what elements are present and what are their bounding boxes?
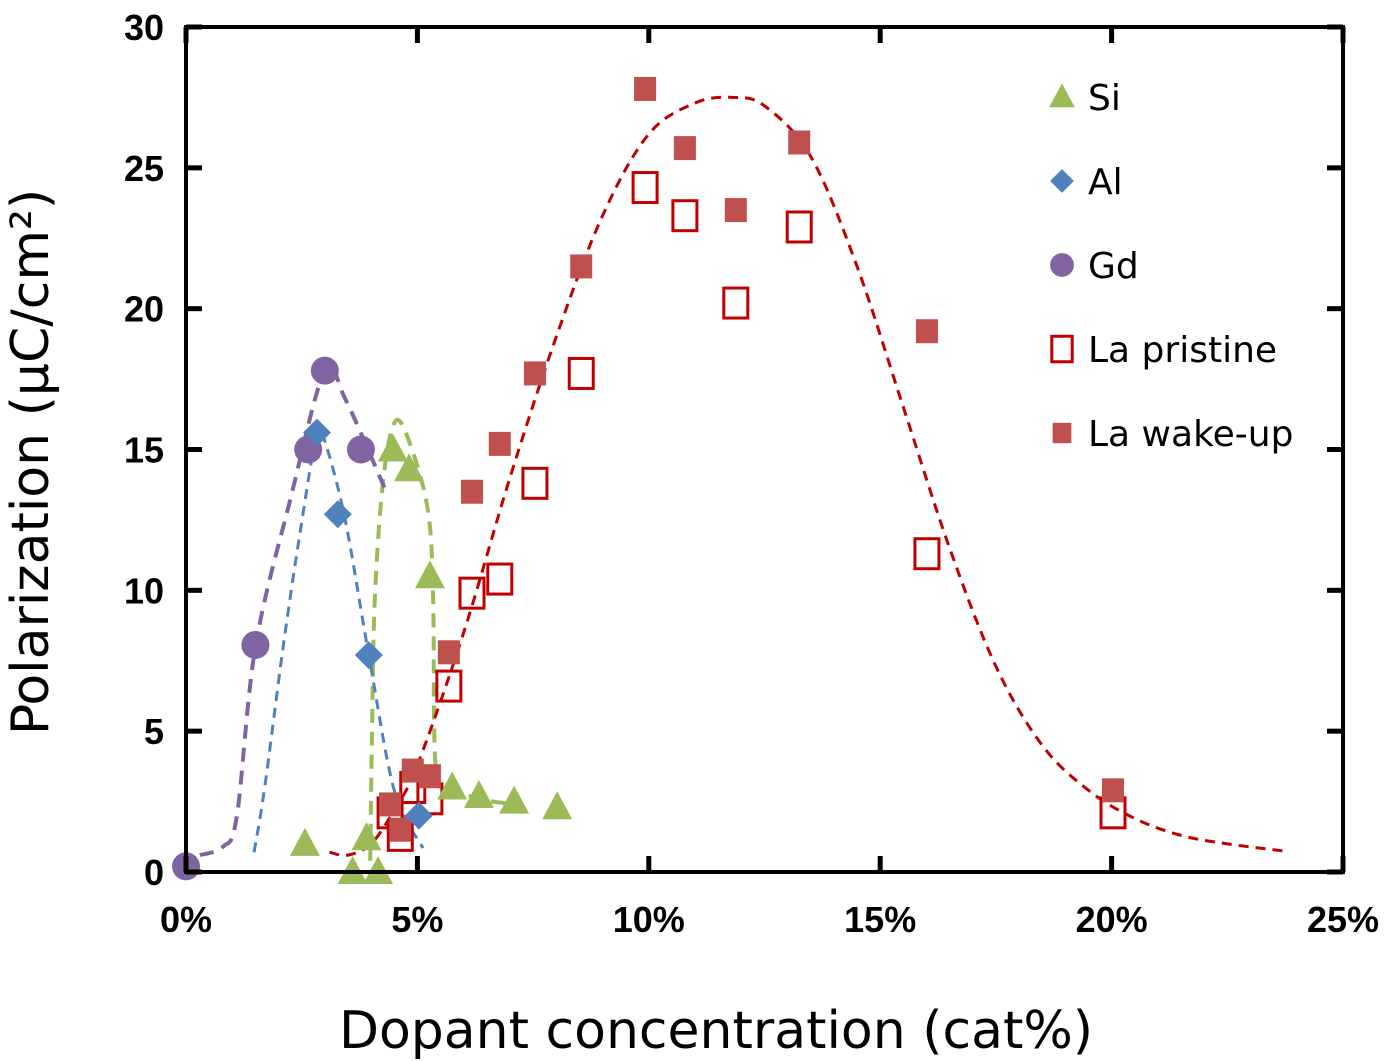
trend-line-al <box>252 423 425 853</box>
point-la-pristine <box>486 562 514 596</box>
point-la-wake-up <box>379 792 402 817</box>
point-la-wake-up <box>401 758 424 783</box>
legend-label: Gd <box>1088 246 1139 287</box>
legend-label: Al <box>1088 162 1123 203</box>
y-tick-label: 30 <box>124 7 164 48</box>
y-tick-label: 10 <box>124 570 164 611</box>
point-la-wake-up <box>389 817 412 842</box>
point-al <box>302 418 331 447</box>
point-gd <box>346 435 375 464</box>
point-al <box>404 801 433 830</box>
point-la-wake-up <box>523 361 546 386</box>
x-tick-label: 10% <box>613 899 685 940</box>
y-tick-label: 20 <box>124 289 164 330</box>
point-al <box>323 500 352 529</box>
legend-label: La wake-up <box>1088 414 1293 455</box>
point-la-pristine <box>435 669 463 703</box>
point-la-pristine <box>521 466 549 500</box>
axes: 0% 5% 10% 15% 20% 25% 0 5 10 15 20 25 30 <box>124 7 1379 940</box>
point-la-pristine <box>567 356 595 390</box>
point-si <box>542 791 573 820</box>
y-tick-label: 5 <box>144 711 164 752</box>
point-la-wake-up <box>437 640 460 665</box>
point-la-pristine <box>722 286 750 320</box>
point-la-wake-up <box>418 764 441 789</box>
legend-label: Si <box>1088 78 1121 119</box>
point-si <box>351 822 382 851</box>
point-si <box>377 433 408 462</box>
x-axis-title: Dopant concentration (cat%) <box>339 1001 1093 1061</box>
trend-line-la-wake-up <box>329 95 1284 857</box>
point-si <box>463 779 494 808</box>
point-la-pristine <box>458 576 486 610</box>
point-gd <box>241 630 270 659</box>
x-tick-label: 25% <box>1307 899 1379 940</box>
point-la-pristine <box>631 171 659 205</box>
point-si <box>437 771 468 800</box>
point-la-wake-up <box>673 136 696 161</box>
point-si <box>394 453 425 482</box>
y-axis-title: Polarization (μC/cm²) <box>1 189 61 735</box>
legend-marker-gd <box>1050 253 1074 277</box>
y-tick-label: 0 <box>144 852 164 893</box>
point-la-pristine <box>1099 796 1127 830</box>
x-tick-label: 0% <box>160 899 212 940</box>
point-la-wake-up <box>1101 778 1124 803</box>
legend-marker-la-wake-up <box>1052 422 1072 444</box>
point-la-pristine <box>671 199 699 233</box>
point-la-pristine <box>913 537 941 571</box>
legend: Si Al Gd La pristine La wake-up <box>1049 78 1293 455</box>
y-tick-label: 25 <box>124 148 164 189</box>
point-la-wake-up <box>634 76 657 101</box>
point-la-wake-up <box>488 431 511 456</box>
legend-marker-la-pristine <box>1050 334 1074 364</box>
point-al <box>354 641 383 670</box>
point-la-wake-up <box>788 130 811 155</box>
point-la-wake-up <box>461 479 484 504</box>
legend-label: La pristine <box>1088 330 1277 371</box>
x-tick-label: 20% <box>1076 899 1148 940</box>
legend-marker-si <box>1049 83 1075 108</box>
point-si <box>289 827 320 856</box>
legend-marker-al <box>1050 169 1074 193</box>
x-tick-label: 5% <box>391 899 443 940</box>
point-si <box>414 560 445 589</box>
point-la-wake-up <box>915 319 938 344</box>
point-la-pristine <box>785 210 813 244</box>
point-la-wake-up <box>724 198 747 223</box>
data-points <box>172 76 1127 884</box>
point-gd <box>310 356 339 385</box>
x-tick-label: 15% <box>844 899 916 940</box>
point-si <box>499 785 530 814</box>
trend-line-gd <box>199 363 387 858</box>
y-tick-label: 15 <box>124 430 164 471</box>
point-la-wake-up <box>570 254 593 279</box>
